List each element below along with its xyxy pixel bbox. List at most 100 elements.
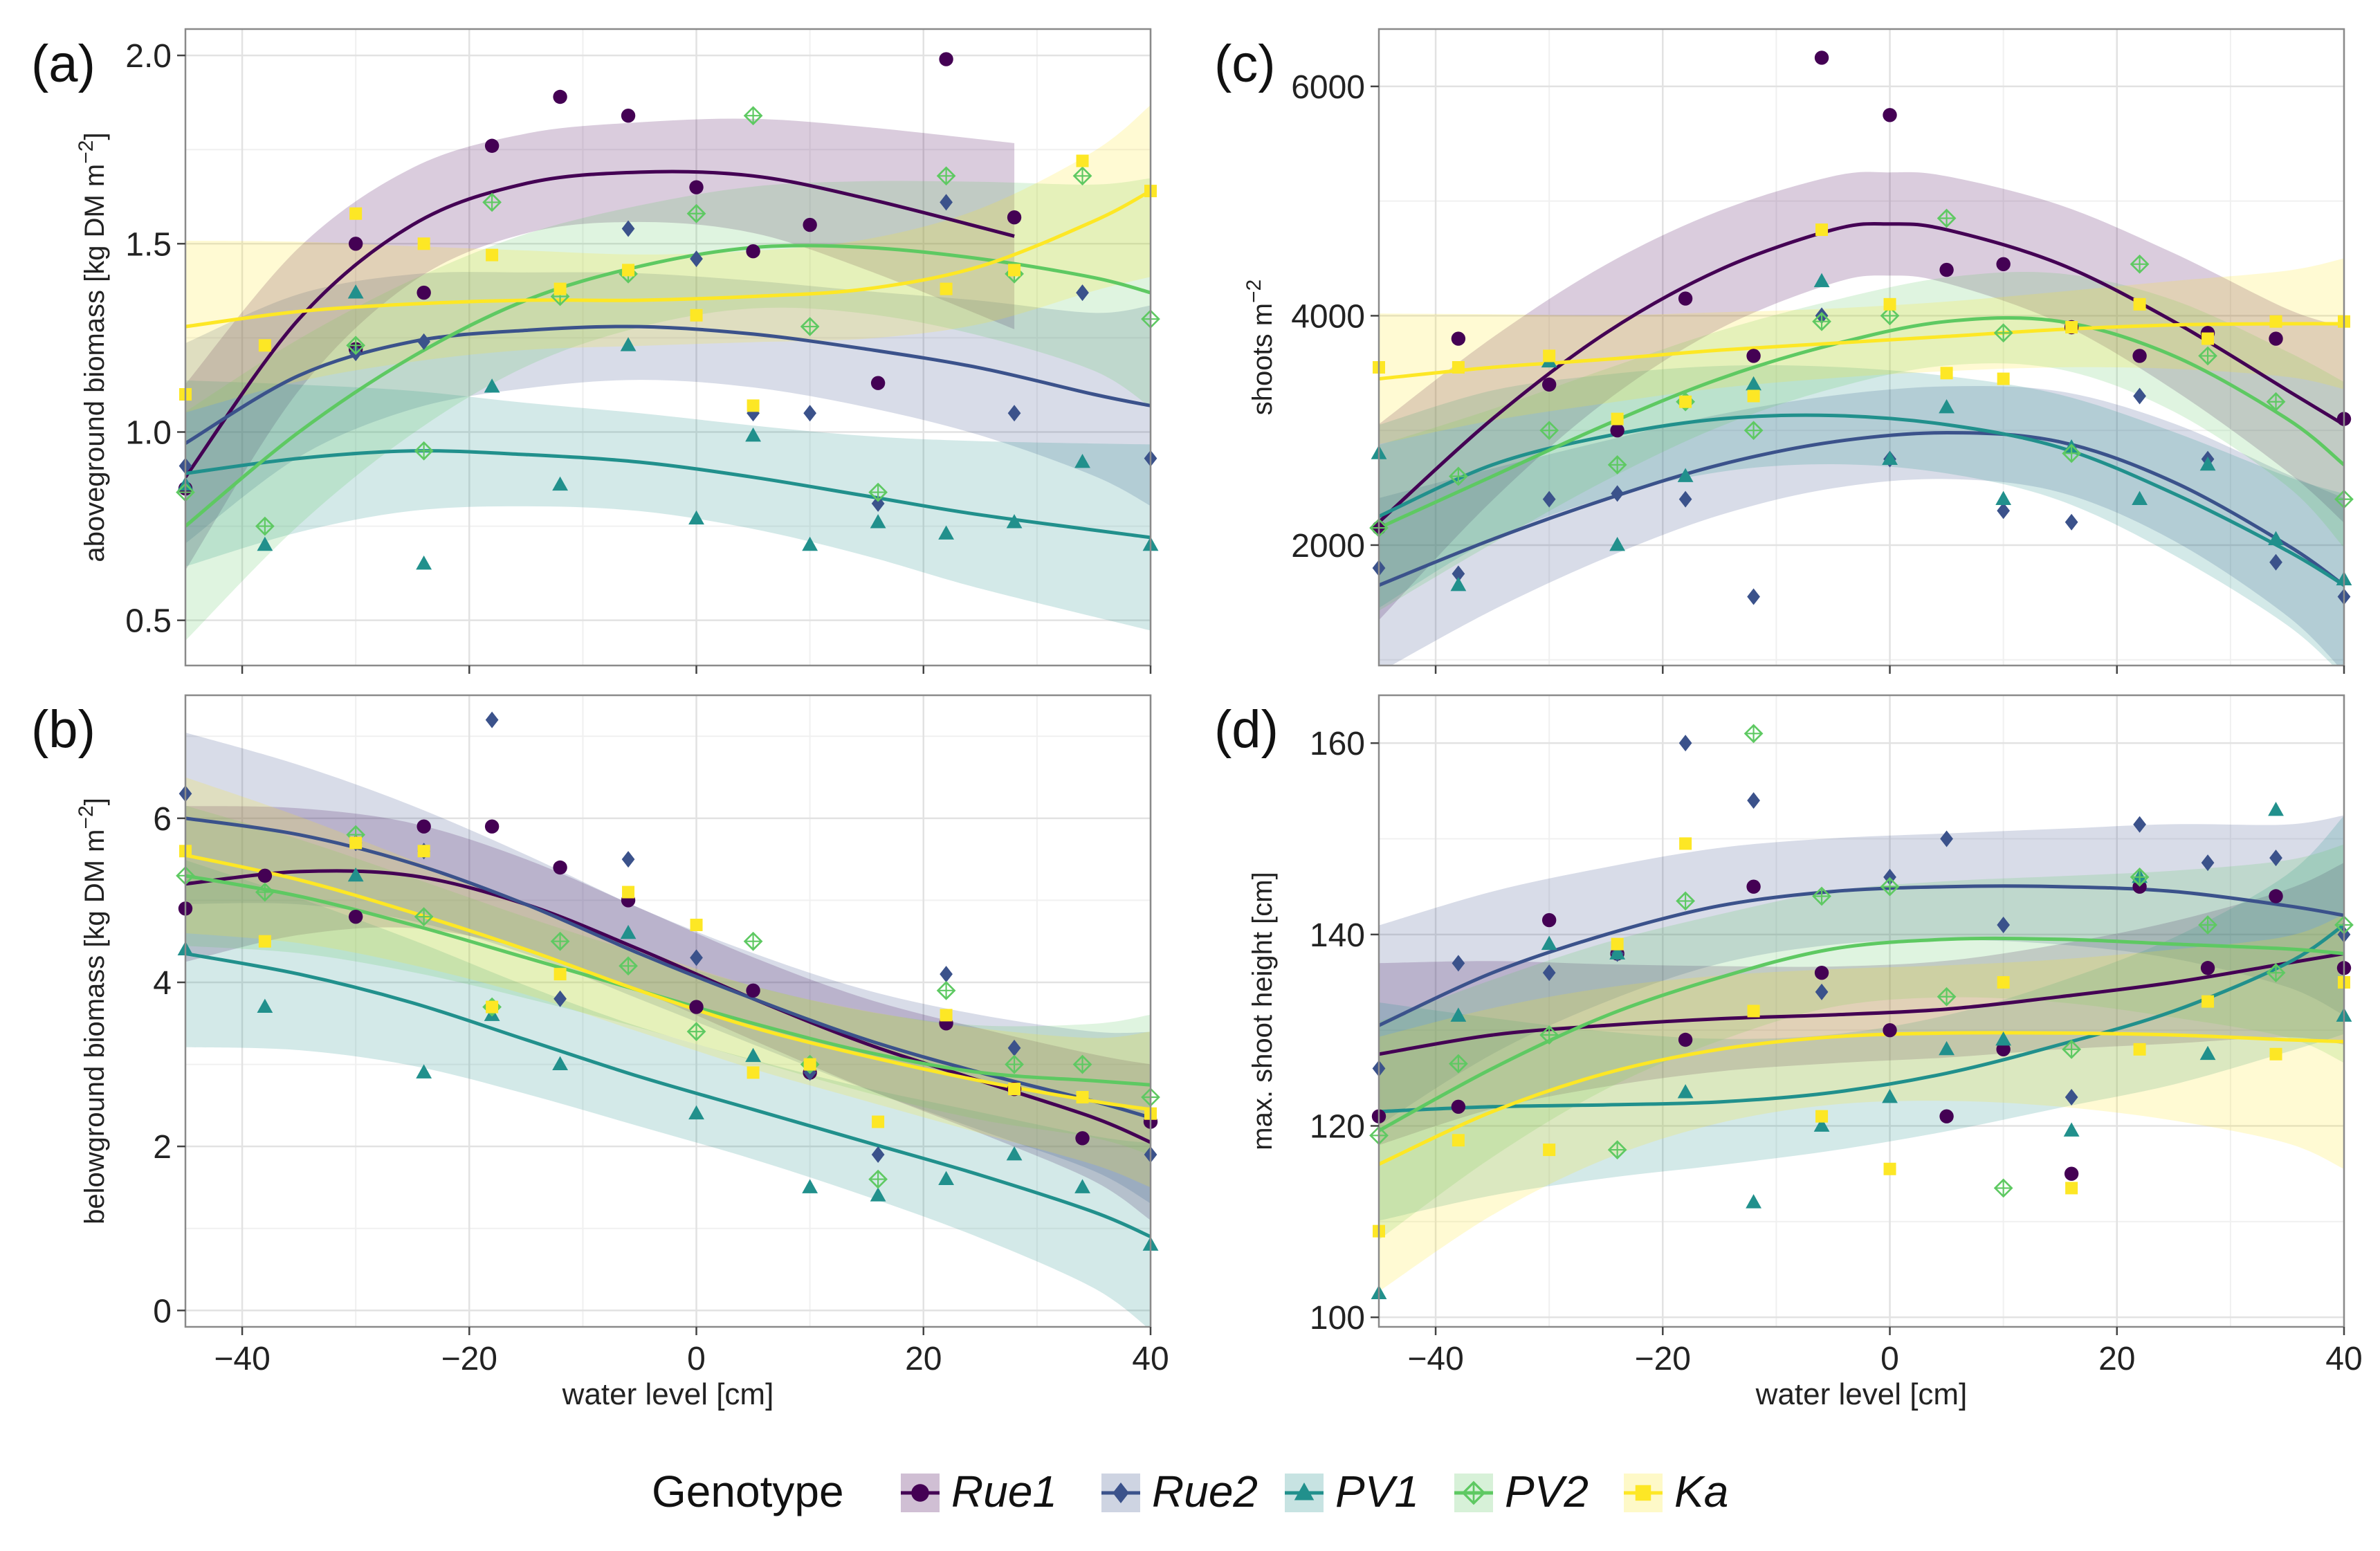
point-Ka — [622, 885, 635, 899]
point-PV1 — [2268, 802, 2284, 816]
point-Rue1 — [1007, 210, 1022, 225]
y-axis-label: belowground biomass [kg DM m−2] — [75, 798, 110, 1224]
point-Ka — [803, 1058, 816, 1071]
point-Ka — [417, 237, 430, 250]
point-Rue2 — [1007, 1039, 1021, 1056]
point-Ka — [940, 282, 953, 295]
y-tick-label: 1.5 — [125, 226, 172, 263]
legend-marker-Rue1 — [911, 1484, 929, 1502]
y-tick-label: 4 — [153, 965, 172, 1002]
point-Rue1 — [1814, 51, 1829, 65]
point-Ka — [349, 207, 363, 220]
legend-item-Ka: Ka — [1624, 1467, 1728, 1516]
x-tick-label: −20 — [441, 1341, 497, 1377]
point-Rue1 — [484, 819, 500, 834]
point-Rue1 — [1075, 1131, 1090, 1146]
point-PV2 — [2198, 346, 2217, 366]
point-Rue1 — [1541, 912, 1557, 928]
x-tick-label: 40 — [2325, 1341, 2362, 1377]
point-Rue2 — [1007, 405, 1021, 422]
point-Rue2 — [940, 194, 953, 211]
gridlines — [185, 29, 1152, 666]
point-Rue2 — [1997, 502, 2011, 520]
x-tick-label: 0 — [687, 1341, 706, 1377]
x-tick-label: 20 — [2098, 1341, 2135, 1377]
point-PV1 — [552, 1056, 568, 1070]
point-Ka — [1008, 1083, 1021, 1096]
point-PV1 — [552, 476, 568, 491]
point-PV2 — [1743, 421, 1764, 441]
legend-item-PV2: PV2 — [1454, 1467, 1589, 1516]
y-tick-label: 0.5 — [125, 603, 172, 640]
point-Rue1 — [1939, 262, 1954, 277]
point-PV2 — [1449, 466, 1468, 486]
point-Rue2 — [803, 405, 817, 422]
panel-border — [184, 694, 1152, 1328]
y-axis-label: shoots m−2 — [1243, 279, 1278, 416]
point-Rue1 — [1883, 108, 1897, 122]
point-PV2 — [2198, 915, 2217, 935]
point-PV1 — [688, 1105, 704, 1120]
point-PV1 — [620, 337, 637, 351]
panel-label: (a) — [31, 35, 95, 93]
point-Rue2 — [2065, 1089, 2078, 1105]
point-Rue2 — [1542, 490, 1556, 508]
point-PV2 — [1607, 455, 1627, 475]
point-PV1 — [1006, 514, 1023, 529]
point-PV2 — [2266, 963, 2286, 983]
point-Rue2 — [1747, 588, 1760, 605]
y-tick-label: 1.0 — [125, 414, 172, 451]
point-Rue1 — [689, 180, 704, 194]
point-Ka — [2133, 297, 2146, 311]
point-PV1 — [1006, 1146, 1023, 1161]
point-PV2 — [686, 203, 706, 223]
point-Ka — [553, 968, 567, 981]
legend-label: Rue1 — [951, 1467, 1057, 1516]
point-PV2 — [482, 192, 502, 212]
legend-title: Genotype — [652, 1467, 844, 1516]
point-Ka — [349, 836, 363, 850]
point-PV1 — [416, 1064, 432, 1079]
point-PV2 — [1676, 891, 1695, 911]
point-PV1 — [347, 284, 364, 299]
point-Rue2 — [2133, 387, 2146, 405]
point-Rue2 — [1678, 735, 1692, 752]
point-Ka — [1747, 389, 1760, 403]
panel-d: 100 120 140 160 −40 −20 0 20 40 water level [cm] m… — [1214, 694, 2363, 1411]
panel-b: 0 2 4 6 −40 −20 0 20 40 water level [cm] belowgrou… — [31, 694, 1169, 1411]
point-PV1 — [745, 1047, 761, 1063]
point-PV1 — [745, 427, 761, 442]
point-PV1 — [416, 556, 432, 570]
point-Rue2 — [1076, 284, 1089, 302]
y-tick-label: 4000 — [1291, 298, 1365, 335]
point-Ka — [1883, 1162, 1896, 1175]
legend-label: PV2 — [1505, 1467, 1589, 1516]
point-Rue1 — [257, 868, 273, 883]
point-Rue2 — [2269, 850, 2282, 867]
point-PV2 — [1993, 1178, 2013, 1198]
point-Ka — [747, 1066, 760, 1079]
point-Ka — [417, 845, 430, 858]
fit-line-Rue1 — [1379, 221, 2344, 524]
point-Ka — [258, 339, 271, 352]
point-Ka — [1008, 264, 1021, 277]
panel-label: (d) — [1214, 700, 1279, 759]
point-Ka — [2269, 315, 2282, 328]
point-Rue2 — [2201, 854, 2215, 872]
point-Rue1 — [553, 860, 567, 875]
point-PV1 — [1882, 450, 1898, 466]
point-Rue1 — [2064, 1166, 2079, 1181]
point-Ka — [1940, 367, 1953, 380]
panel-border — [184, 28, 1152, 667]
point-Ka — [940, 1009, 953, 1022]
point-PV2 — [346, 336, 366, 356]
point-Rue1 — [1451, 331, 1466, 346]
point-PV1 — [484, 378, 500, 393]
point-PV2 — [1539, 1025, 1559, 1045]
point-PV1 — [347, 867, 364, 882]
x-tick-label: 0 — [1880, 1341, 1899, 1377]
point-PV1 — [938, 1171, 954, 1185]
plot-area — [1379, 29, 2344, 666]
point-PV1 — [802, 536, 818, 551]
